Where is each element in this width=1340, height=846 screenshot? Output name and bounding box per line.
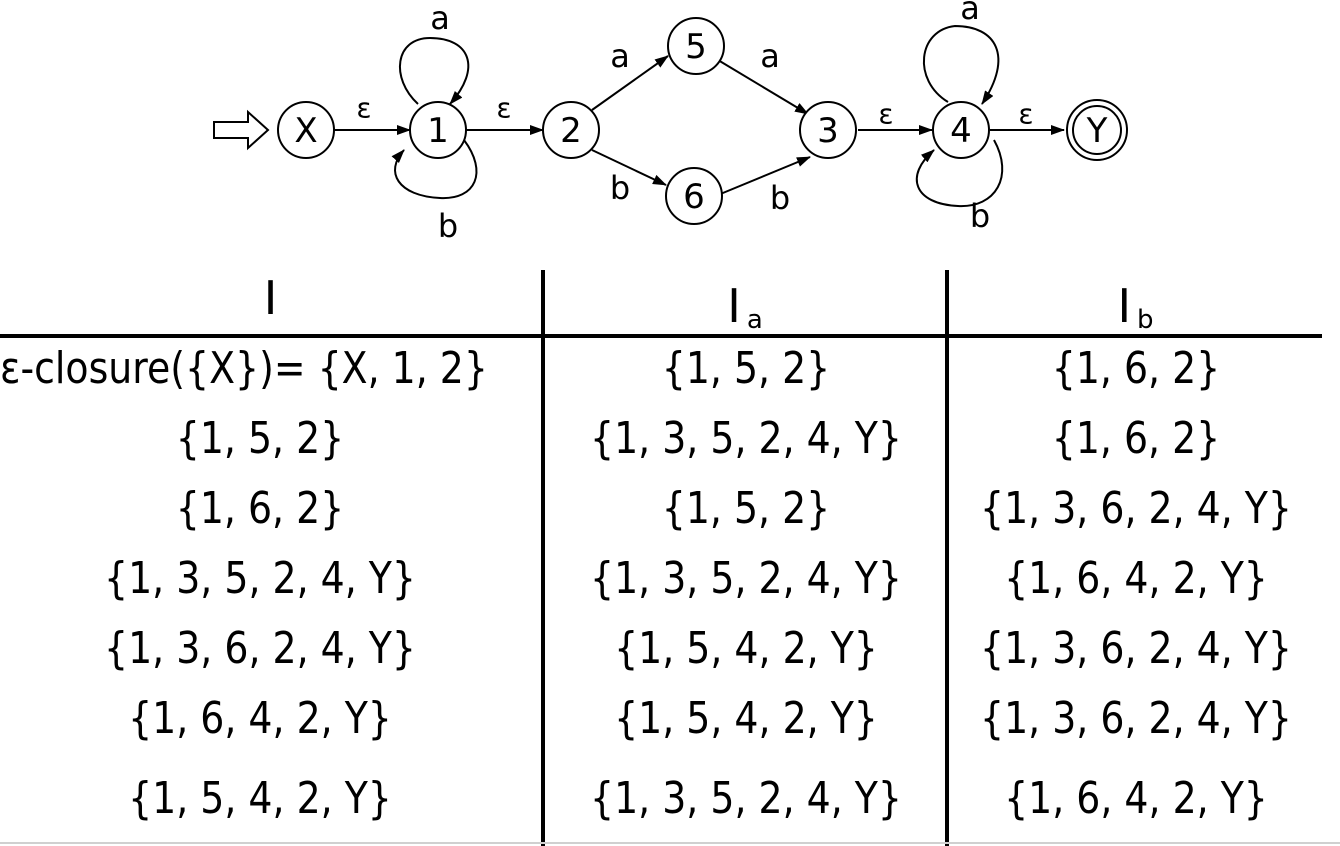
table-cell-r3-c1: {1, 3, 5, 2, 4, Y}	[590, 553, 902, 604]
table-cell-r0-c0: ε-closure({X})= {X, 1, 2}	[0, 343, 488, 394]
table-cell-r6-c1: {1, 3, 5, 2, 4, Y}	[590, 773, 902, 824]
table-cell-r6-c0: {1, 5, 4, 2, Y}	[128, 773, 392, 824]
state-Y-inner	[1072, 105, 1122, 155]
table-cell-r1-c2: {1, 6, 2}	[1051, 413, 1221, 464]
column-divider-2	[945, 270, 949, 846]
state-label-5: 5	[685, 27, 707, 67]
table-cell-r5-c1: {1, 5, 4, 2, Y}	[614, 693, 878, 744]
table-cell-r5-c0: {1, 6, 4, 2, Y}	[128, 693, 392, 744]
header-col-Ib-sub: b	[1137, 305, 1154, 335]
state-label-X: X	[294, 111, 317, 151]
table-cell-r4-c1: {1, 5, 4, 2, Y}	[614, 623, 878, 674]
column-divider-1	[541, 270, 545, 846]
table-cell-r0-c2: {1, 6, 2}	[1051, 343, 1221, 394]
table-cell-r4-c2: {1, 3, 6, 2, 4, Y}	[980, 623, 1292, 674]
edge-label-1-2: ε	[496, 92, 511, 125]
state-label-6: 6	[683, 177, 705, 217]
header-col-Ib-main: I	[1117, 279, 1132, 333]
state-X	[277, 101, 335, 159]
table-cell-r2-c1: {1, 5, 2}	[661, 483, 831, 534]
header-col-Ia-main: I	[727, 279, 741, 333]
table-cell-r1-c1: {1, 3, 5, 2, 4, Y}	[590, 413, 902, 464]
page-bottom-rule	[0, 842, 1340, 844]
header-col-I-label: I	[263, 271, 278, 325]
table-cell-r4-c0: {1, 3, 6, 2, 4, Y}	[104, 623, 416, 674]
edge-label-6-3: b	[770, 179, 790, 217]
state-5	[667, 17, 725, 75]
state-4	[932, 101, 990, 159]
edge-label-1-loop-b: b	[438, 207, 458, 245]
edge-5-3	[717, 59, 809, 115]
state-3	[799, 101, 857, 159]
state-6	[665, 167, 723, 225]
state-label-3: 3	[817, 111, 839, 151]
edge-label-5-3: a	[760, 37, 780, 75]
edge-label-4-loop-b: b	[970, 197, 990, 235]
edge-label-1-loop-a: a	[430, 0, 450, 37]
edge-label-4-loop-a: a	[960, 0, 980, 27]
table-cell-r6-c2: {1, 6, 4, 2, Y}	[1004, 773, 1268, 824]
edge-2-6	[591, 149, 667, 186]
table-cell-r3-c0: {1, 3, 5, 2, 4, Y}	[104, 553, 416, 604]
table-cell-r5-c2: {1, 3, 6, 2, 4, Y}	[980, 693, 1292, 744]
table-cell-r1-c0: {1, 5, 2}	[175, 413, 345, 464]
state-label-4: 4	[950, 111, 972, 151]
table-cell-r2-c0: {1, 6, 2}	[175, 483, 345, 534]
edge-1-loop-b	[391, 139, 478, 200]
state-label-Y: Y	[1086, 111, 1108, 151]
state-label-1: 1	[427, 111, 449, 151]
edge-label-X-1: ε	[356, 92, 371, 125]
edge-label-4-Y: ε	[1018, 98, 1033, 131]
table-cell-r3-c2: {1, 6, 4, 2, Y}	[1004, 553, 1268, 604]
table-cell-r2-c2: {1, 3, 6, 2, 4, Y}	[980, 483, 1292, 534]
edge-label-2-6: b	[610, 169, 630, 207]
edge-1-loop-a	[398, 36, 470, 105]
edge-4-loop-b	[915, 139, 1004, 208]
header-col-Ia-sub: a	[746, 305, 763, 335]
edge-label-2-5: a	[610, 37, 630, 75]
nfa-diagram: X 1 2 5 6 3 4 Y ε a b ε a a b b ε a b ε	[213, 0, 1128, 245]
header-rule	[0, 334, 1322, 338]
state-1	[409, 101, 467, 159]
edge-4-loop-a	[923, 24, 1000, 105]
start-arrow-icon	[213, 109, 270, 151]
state-label-2: 2	[560, 111, 582, 151]
edge-6-3	[717, 156, 811, 196]
edge-label-3-4: ε	[878, 98, 893, 131]
header-col-I: I	[0, 270, 541, 330]
table-cell-r0-c1: {1, 5, 2}	[661, 343, 831, 394]
edge-2-5	[591, 55, 669, 111]
state-2	[542, 101, 600, 159]
